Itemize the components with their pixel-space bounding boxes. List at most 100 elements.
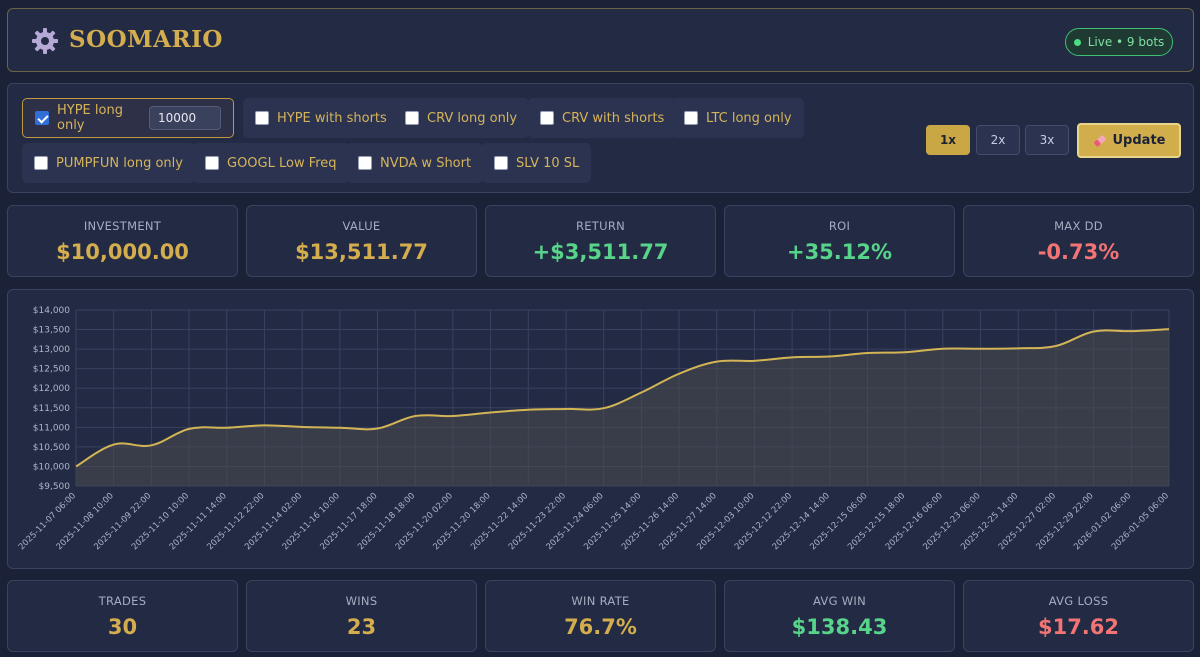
live-status-badge: Live • 9 bots bbox=[1065, 28, 1173, 56]
stat-label: ROI bbox=[828, 219, 851, 233]
bot-toggle-pumpfun-long[interactable]: PUMPFUN long only bbox=[22, 143, 195, 183]
data-point bbox=[376, 427, 378, 429]
y-tick-label: $13,500 bbox=[33, 326, 70, 336]
data-point bbox=[1130, 330, 1132, 332]
data-point bbox=[678, 373, 680, 375]
bot-toggle-hype-long[interactable]: HYPE long only bbox=[22, 98, 234, 138]
stat-value: 76.7% bbox=[564, 615, 637, 639]
data-point bbox=[640, 391, 642, 393]
stat-label: MAX DD bbox=[1054, 219, 1103, 233]
bot-label: HYPE with shorts bbox=[277, 110, 387, 126]
y-tick-label: $14,000 bbox=[33, 306, 70, 316]
data-point bbox=[414, 415, 416, 417]
stat-label: RETURN bbox=[575, 219, 626, 233]
data-point bbox=[489, 411, 491, 413]
eraser-icon bbox=[1093, 134, 1106, 147]
bot-toggle-googl[interactable]: GOOGL Low Freq bbox=[193, 143, 349, 183]
stat-value: $17.62 bbox=[1037, 615, 1120, 639]
leverage-3x-button[interactable]: 3x bbox=[1025, 125, 1069, 155]
stat-investment: INVESTMENT $10,000.00 bbox=[7, 205, 238, 277]
bot-checkbox[interactable] bbox=[255, 111, 269, 125]
y-tick-label: $11,500 bbox=[33, 404, 70, 414]
equity-chart-panel: $9,500 $10,000 $10,500 $11,000 $11,500 $12,00… bbox=[7, 289, 1194, 569]
y-tick-label: $12,000 bbox=[33, 384, 70, 394]
bot-checkbox[interactable] bbox=[405, 111, 419, 125]
bot-label: CRV with shorts bbox=[562, 110, 665, 126]
stat-label: AVG WIN bbox=[812, 594, 867, 608]
y-axis: $9,500 $10,000 $10,500 $11,000 $11,500 $12,00… bbox=[33, 306, 70, 492]
stat-value: $10,000.00 bbox=[56, 240, 189, 264]
gear-icon bbox=[32, 28, 58, 54]
data-point bbox=[1168, 328, 1170, 330]
data-point bbox=[565, 408, 567, 410]
bot-checkbox[interactable] bbox=[684, 111, 698, 125]
data-point bbox=[527, 409, 529, 411]
data-point bbox=[452, 415, 454, 417]
stat-value: 23 bbox=[346, 615, 377, 639]
data-point bbox=[791, 356, 793, 358]
bot-checkbox[interactable] bbox=[358, 156, 372, 170]
investment-amount-input[interactable] bbox=[149, 106, 221, 130]
data-point bbox=[829, 355, 831, 357]
bot-label: SLV 10 SL bbox=[516, 155, 580, 171]
bot-toggle-ltc-long[interactable]: LTC long only bbox=[672, 98, 804, 138]
y-tick-label: $10,000 bbox=[33, 462, 70, 472]
data-point bbox=[1092, 330, 1094, 332]
bot-toggle-crv-long[interactable]: CRV long only bbox=[393, 98, 530, 138]
y-tick-label: $12,500 bbox=[33, 365, 70, 375]
stat-max-dd: MAX DD -0.73% bbox=[963, 205, 1194, 277]
bot-label: LTC long only bbox=[706, 110, 792, 126]
data-point bbox=[602, 407, 604, 409]
stat-value-card: VALUE $13,511.77 bbox=[246, 205, 477, 277]
data-point bbox=[150, 444, 152, 446]
leverage-1x-button[interactable]: 1x bbox=[926, 125, 970, 155]
stat-label: AVG LOSS bbox=[1048, 594, 1109, 608]
bot-toggle-nvda[interactable]: NVDA w Short bbox=[346, 143, 484, 183]
stat-value: +$3,511.77 bbox=[532, 240, 669, 264]
data-point bbox=[263, 424, 265, 426]
stat-label: WIN RATE bbox=[571, 594, 630, 608]
stat-return: RETURN +$3,511.77 bbox=[485, 205, 716, 277]
leverage-2x-button[interactable]: 2x bbox=[976, 125, 1020, 155]
stat-trades: TRADES 30 bbox=[7, 580, 238, 652]
bot-checkbox[interactable] bbox=[494, 156, 508, 170]
y-tick-label: $9,500 bbox=[39, 482, 71, 492]
stat-label: INVESTMENT bbox=[83, 219, 162, 233]
stat-value: +35.12% bbox=[786, 240, 893, 264]
data-point bbox=[301, 426, 303, 428]
bot-checkbox[interactable] bbox=[35, 111, 49, 125]
data-point bbox=[1017, 347, 1019, 349]
bot-checkbox[interactable] bbox=[540, 111, 554, 125]
data-point bbox=[1055, 345, 1057, 347]
bot-checkbox[interactable] bbox=[34, 156, 48, 170]
app-title: SOOMARIO bbox=[69, 26, 223, 53]
stat-wins: WINS 23 bbox=[246, 580, 477, 652]
data-point bbox=[112, 443, 114, 445]
data-point bbox=[753, 360, 755, 362]
stat-label: WINS bbox=[345, 594, 378, 608]
data-point bbox=[339, 427, 341, 429]
stat-roi: ROI +35.12% bbox=[724, 205, 955, 277]
bot-toggle-hype-shorts[interactable]: HYPE with shorts bbox=[243, 98, 399, 138]
bot-label: CRV long only bbox=[427, 110, 518, 126]
update-button[interactable]: Update bbox=[1077, 123, 1181, 158]
update-label: Update bbox=[1112, 133, 1166, 148]
bot-toggle-slv[interactable]: SLV 10 SL bbox=[482, 143, 592, 183]
bot-label: NVDA w Short bbox=[380, 155, 472, 171]
data-point bbox=[979, 348, 981, 350]
bot-controls-panel: HYPE long only HYPE with shorts CRV long… bbox=[7, 83, 1194, 193]
stat-avg-win: AVG WIN $138.43 bbox=[724, 580, 955, 652]
y-tick-label: $13,000 bbox=[33, 345, 70, 355]
equity-area bbox=[76, 329, 1169, 486]
bot-checkbox[interactable] bbox=[205, 156, 219, 170]
data-point bbox=[904, 351, 906, 353]
equity-chart: $9,500 $10,000 $10,500 $11,000 $11,500 $12,00… bbox=[17, 306, 1171, 552]
live-status-text: Live • 9 bots bbox=[1087, 35, 1165, 49]
bot-toggle-crv-shorts[interactable]: CRV with shorts bbox=[528, 98, 677, 138]
data-point bbox=[866, 352, 868, 354]
stat-value: -0.73% bbox=[1037, 240, 1120, 264]
stat-value: 30 bbox=[107, 615, 138, 639]
stat-value: $138.43 bbox=[791, 615, 888, 639]
stat-value: $13,511.77 bbox=[295, 240, 428, 264]
